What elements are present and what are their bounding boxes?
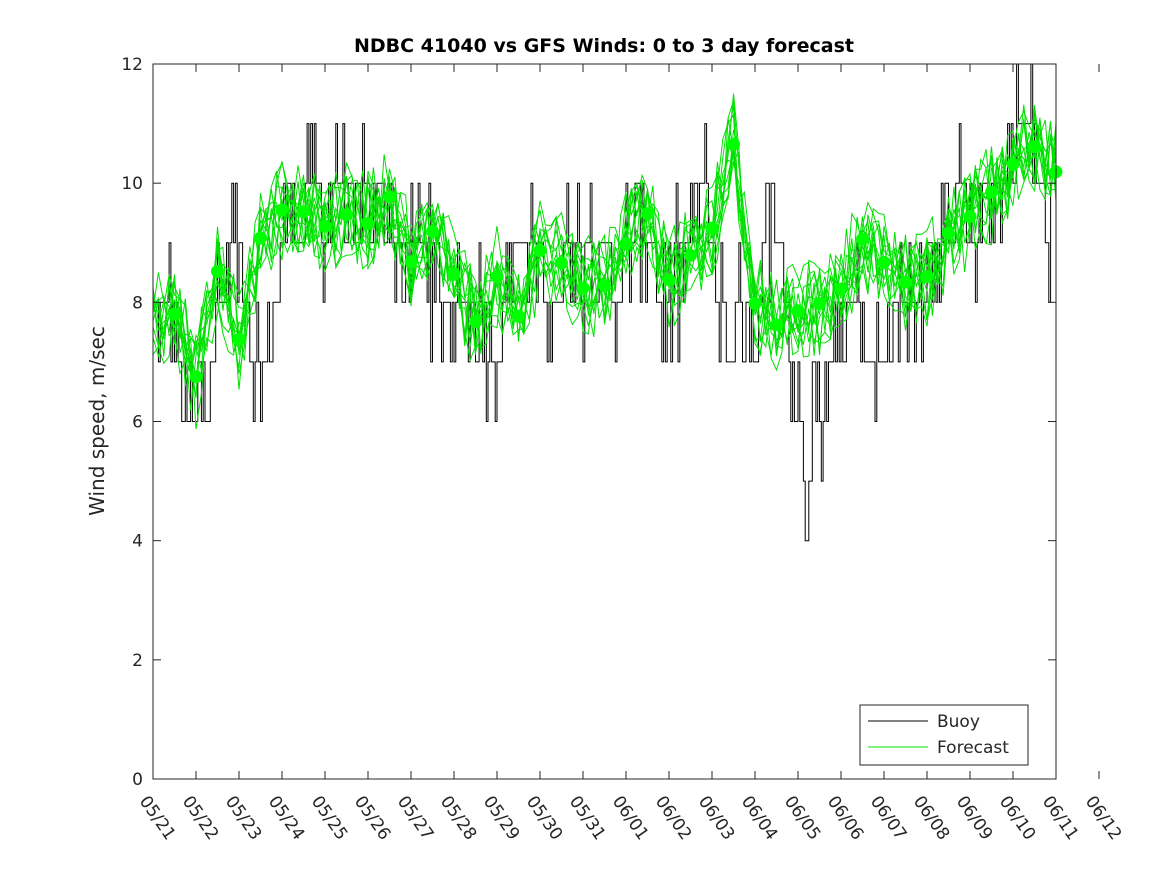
forecast-dot <box>684 248 697 262</box>
forecast-dot <box>232 332 246 346</box>
forecast-dot <box>705 221 719 235</box>
forecast-series-line <box>152 100 1057 367</box>
forecast-dot <box>168 307 181 321</box>
y-tick-label: 12 <box>121 55 143 75</box>
forecast-dot <box>1006 157 1020 171</box>
forecast-dot <box>856 232 869 246</box>
forecast-dot <box>619 237 633 251</box>
forecast-dot <box>641 207 654 221</box>
forecast-dot <box>361 217 375 231</box>
forecast-dot <box>576 281 590 295</box>
forecast-series-line <box>152 104 1057 382</box>
forecast-dot <box>770 318 783 332</box>
forecast-dot <box>447 267 461 281</box>
forecast-dot <box>555 256 568 270</box>
forecast-dot <box>189 370 203 384</box>
legend-buoy-label: Buoy <box>937 712 980 732</box>
forecast-dot <box>727 137 740 151</box>
forecast-dot <box>942 226 955 240</box>
forecast-dot <box>920 270 934 284</box>
forecast-dot <box>490 270 504 284</box>
forecast-dot <box>383 190 396 204</box>
forecast-dot <box>834 282 848 296</box>
forecast-dot <box>469 314 482 328</box>
legend: Buoy Forecast <box>859 704 1029 766</box>
forecast-dot <box>512 309 525 323</box>
y-tick-label: 0 <box>132 770 143 790</box>
forecast-dot <box>791 304 805 318</box>
forecast-dot <box>748 297 762 310</box>
forecast-dot <box>1028 140 1041 154</box>
y-tick-label: 4 <box>132 532 143 552</box>
forecast-dot <box>899 275 912 289</box>
y-tick-label: 8 <box>132 293 143 313</box>
y-tick-label: 2 <box>132 651 143 671</box>
legend-box <box>859 704 1029 766</box>
forecast-dot <box>211 264 224 278</box>
forecast-dot <box>662 273 676 287</box>
forecast-dot <box>963 210 977 223</box>
forecast-dot <box>426 224 439 238</box>
y-tick-label: 10 <box>121 174 143 194</box>
forecast-dot <box>877 255 891 269</box>
y-axis-label: Wind speed, m/sec <box>85 326 109 516</box>
series-layer <box>152 63 1063 542</box>
forecast-dot <box>254 231 267 245</box>
chart-title: NDBC 41040 vs GFS Winds: 0 to 3 day fore… <box>354 35 854 57</box>
forecast-dot <box>813 297 826 310</box>
forecast-series-line <box>152 110 1057 430</box>
y-tick-label: 6 <box>132 413 143 433</box>
forecast-series-line <box>152 114 1057 387</box>
forecast-dot <box>340 208 353 222</box>
forecast-dot <box>404 255 418 269</box>
forecast-dot <box>297 205 310 219</box>
forecast-dot <box>985 185 998 199</box>
forecast-dot <box>318 219 332 233</box>
forecast-dot <box>533 244 547 257</box>
forecast-dot <box>598 279 611 293</box>
legend-forecast-label: Forecast <box>937 738 1009 758</box>
forecast-dot <box>275 203 289 217</box>
